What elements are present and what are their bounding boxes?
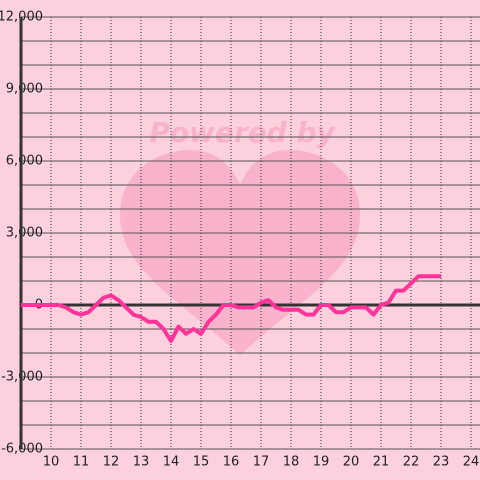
x-tick-label: 24 (463, 455, 480, 470)
x-tick-label: 10 (43, 455, 60, 470)
y-tick-label: 6,000 (6, 154, 43, 169)
x-tick-label: 16 (223, 455, 240, 470)
y-tick-label: 3,000 (6, 226, 43, 241)
x-tick-label: 14 (163, 455, 180, 470)
x-tick-label: 12 (103, 455, 120, 470)
x-tick-label: 11 (73, 455, 90, 470)
x-tick-label: 23 (433, 455, 450, 470)
y-tick-label: 9,000 (6, 82, 43, 97)
x-tick-label: 18 (283, 455, 300, 470)
x-tick-label: 17 (253, 455, 270, 470)
x-tick-label: 15 (193, 455, 210, 470)
watermark: Powered by (120, 116, 360, 355)
x-tick-label: 21 (373, 455, 390, 470)
x-tick-label: 22 (403, 455, 420, 470)
x-tick-label: 13 (133, 455, 150, 470)
watermark-text: Powered by (149, 116, 336, 149)
x-tick-label: 20 (343, 455, 360, 470)
x-tick-label: 19 (313, 455, 330, 470)
data-line (21, 274, 441, 343)
